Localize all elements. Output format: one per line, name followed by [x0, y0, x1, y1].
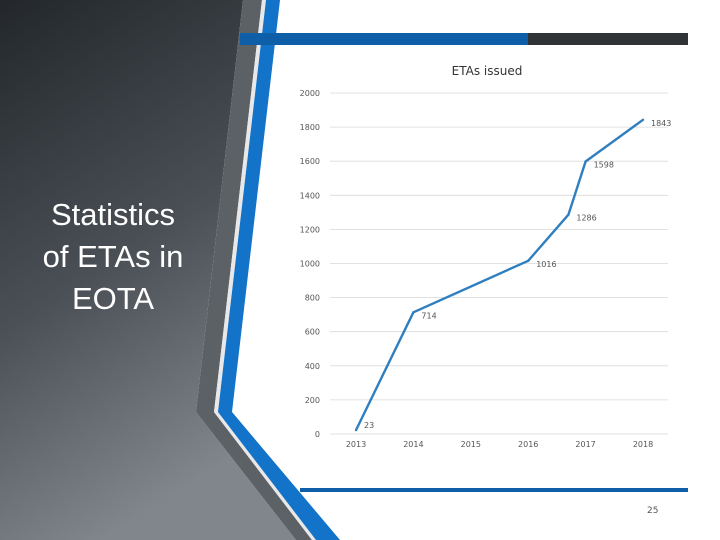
y-tick-label: 800: [305, 294, 320, 303]
top-bar-blue: [240, 33, 528, 45]
y-tick-label: 1200: [300, 225, 320, 234]
x-tick-label: 2014: [403, 440, 423, 449]
data-point: [354, 428, 358, 432]
blue-stripe: [218, 0, 340, 540]
x-tick-label: 2015: [461, 440, 481, 449]
y-tick-label: 400: [305, 362, 320, 371]
y-tick-label: 1600: [300, 157, 320, 166]
data-points: [354, 118, 645, 432]
white-stripe: [214, 0, 316, 540]
y-tick-label: 600: [305, 328, 320, 337]
bottom-bar-blue: [300, 488, 688, 492]
x-axis-ticks: 2013 2014 2015 2016 2017 2018: [346, 440, 653, 449]
series-path: [354, 118, 644, 431]
slide-title-line-2: of ETAs in: [42, 239, 184, 274]
grid-lines: [330, 92, 668, 435]
data-point: [567, 213, 570, 216]
y-tick-label: 2000: [300, 89, 320, 98]
x-tick-label: 2013: [346, 440, 366, 449]
y-tick-label: 1000: [300, 260, 320, 269]
x-tick-label: 2017: [575, 440, 595, 449]
data-labels: 23 714 1016 1286 1598 1843: [364, 119, 671, 430]
page-number: 25: [647, 506, 659, 516]
slide-title-line-3: EOTA: [71, 281, 155, 316]
y-axis-ticks: 0 200 400 600 800 1000 1200 1400 1600 1800 2000: [300, 89, 320, 439]
data-point: [527, 259, 530, 262]
y-tick-label: 0: [315, 430, 320, 439]
slide-title: Statistics of ETAs in EOTA: [28, 194, 198, 320]
data-label: 1598: [594, 161, 614, 170]
top-bar-dark: [528, 33, 688, 45]
data-label: 714: [421, 311, 436, 320]
y-tick-label: 1400: [300, 191, 320, 200]
grey-stripe: [196, 0, 312, 540]
data-label: 1286: [576, 214, 596, 223]
chart-title: ETAs issued: [452, 64, 523, 78]
y-tick-label: 1800: [300, 123, 320, 132]
dark-side-panel: [0, 0, 296, 540]
data-point: [641, 118, 645, 121]
y-tick-label: 200: [305, 396, 320, 405]
slide-title-line-1: Statistics: [50, 197, 176, 232]
data-point: [584, 160, 587, 163]
x-tick-label: 2016: [518, 440, 538, 449]
data-label: 1843: [651, 119, 671, 128]
data-label: 1016: [536, 260, 556, 269]
series-line: [354, 118, 644, 431]
data-label: 23: [364, 421, 374, 430]
data-point: [412, 311, 415, 314]
x-tick-label: 2018: [633, 440, 653, 449]
